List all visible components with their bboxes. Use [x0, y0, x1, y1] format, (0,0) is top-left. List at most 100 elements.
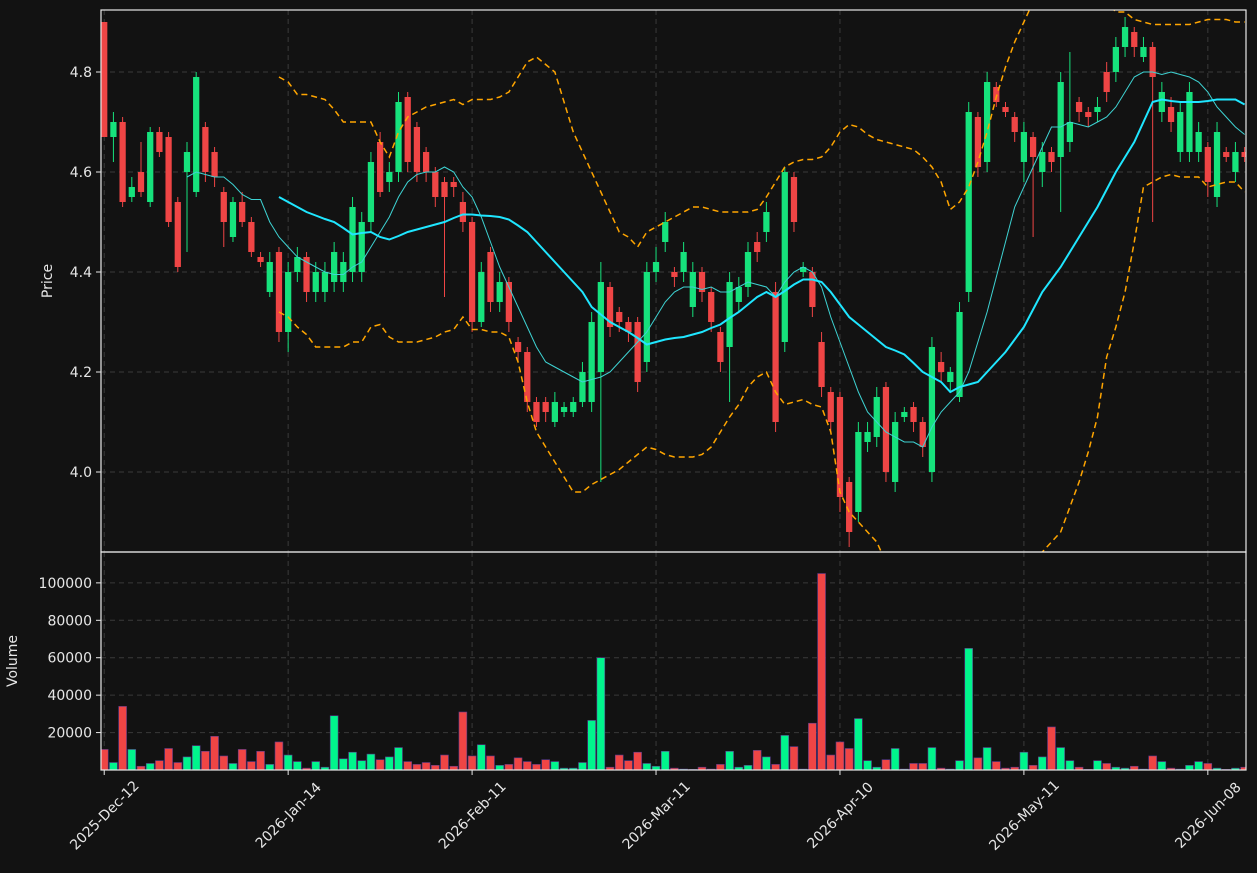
volume-bar	[421, 762, 431, 770]
volume-bar	[752, 750, 762, 770]
candle-body	[1112, 47, 1119, 72]
candle-body	[1241, 152, 1246, 157]
candle-body	[772, 292, 779, 422]
candle-body	[1149, 47, 1156, 77]
candle-body	[818, 342, 825, 387]
candle-body	[1011, 117, 1018, 132]
volume-bar	[1212, 767, 1222, 770]
volume-bar	[844, 748, 854, 770]
candle-body	[790, 177, 798, 222]
volume-bar	[283, 754, 293, 770]
candle-body	[1121, 27, 1129, 47]
volume-bar	[173, 762, 183, 770]
candle-body	[625, 322, 632, 332]
volume-bar	[256, 750, 265, 770]
volume-bar	[670, 767, 679, 770]
volume-bar	[458, 711, 468, 770]
y-tick-label: 4.2	[70, 365, 92, 381]
volume-bar	[817, 573, 826, 770]
candle-body	[735, 287, 742, 302]
candle-body	[450, 182, 457, 187]
y-tick-label: 4.0	[70, 465, 92, 481]
candle-body	[680, 252, 687, 272]
volume-bar	[1065, 760, 1075, 770]
candle-body	[616, 312, 623, 322]
volume-bar	[1148, 755, 1157, 770]
candle-body	[1195, 132, 1202, 152]
candle-body	[919, 422, 926, 447]
volume-bar	[771, 764, 780, 770]
candle-body	[1186, 92, 1193, 152]
volume-bar	[578, 762, 587, 770]
candle-body	[358, 222, 365, 272]
candle-body	[965, 112, 972, 292]
candle-body	[275, 252, 283, 332]
volume-bar	[339, 758, 348, 770]
candle-body	[947, 372, 954, 382]
volume-bar	[210, 736, 219, 770]
volume-series	[101, 573, 1246, 770]
volume-bar	[550, 761, 560, 770]
volume-bar	[366, 753, 376, 770]
volume-bar	[1231, 767, 1240, 770]
candle-body	[413, 127, 421, 172]
candle-body	[505, 282, 513, 322]
volume-bar	[274, 741, 284, 770]
y-tick-label: 4.6	[70, 165, 92, 181]
candle-body	[1232, 152, 1239, 172]
volume-bar	[523, 761, 532, 770]
candle-body	[717, 332, 724, 362]
volume-bar	[541, 759, 550, 770]
volume-bar	[1093, 760, 1102, 770]
candle-body	[101, 22, 108, 137]
candle-body	[652, 262, 660, 272]
volume-bar	[155, 760, 164, 770]
volume-bar	[1102, 763, 1111, 770]
volume-bar	[403, 761, 412, 770]
candle-body	[551, 402, 558, 422]
candle-body	[1066, 122, 1074, 142]
indicator-line	[186, 71, 1245, 448]
candle-body	[846, 482, 853, 532]
candle-body	[643, 272, 650, 362]
candle-body	[1085, 112, 1092, 117]
candle-body	[496, 282, 503, 302]
candle-body	[827, 392, 834, 422]
candle-body	[1158, 92, 1165, 112]
candle-body	[303, 257, 310, 292]
volume-bar	[808, 722, 817, 770]
candle-body	[386, 172, 393, 182]
candle-body	[1029, 137, 1037, 157]
y-tick-label: 20000	[47, 726, 92, 742]
volume-bar	[385, 756, 394, 770]
volume-bar	[265, 764, 275, 770]
candle-body	[1131, 32, 1138, 47]
candle-body	[1048, 152, 1055, 162]
candle-body	[726, 282, 733, 347]
candle-body	[367, 162, 375, 222]
volume-bar	[431, 765, 440, 770]
candle-body	[882, 387, 890, 472]
candle-body	[1167, 107, 1175, 122]
volume-bar	[467, 755, 477, 770]
candle-body	[809, 272, 816, 307]
volume-bar	[237, 749, 247, 770]
volume-bar	[182, 756, 192, 770]
candle-body	[487, 252, 494, 302]
candle-body	[671, 272, 678, 277]
candle-body	[542, 402, 549, 412]
candle-body	[1002, 107, 1009, 112]
candle-body	[864, 432, 871, 442]
candle-body	[1140, 47, 1147, 57]
volume-bar	[614, 754, 624, 770]
y-tick-label: 4.8	[70, 65, 92, 81]
volume-bar	[375, 759, 385, 770]
candle-body	[983, 82, 991, 162]
candle-body	[147, 132, 154, 202]
volume-bar	[219, 755, 229, 770]
price-panel	[101, 10, 1246, 552]
candle-body	[229, 202, 237, 237]
volume-bar	[201, 750, 210, 770]
volume-bar	[412, 764, 422, 770]
candle-body	[763, 212, 770, 232]
